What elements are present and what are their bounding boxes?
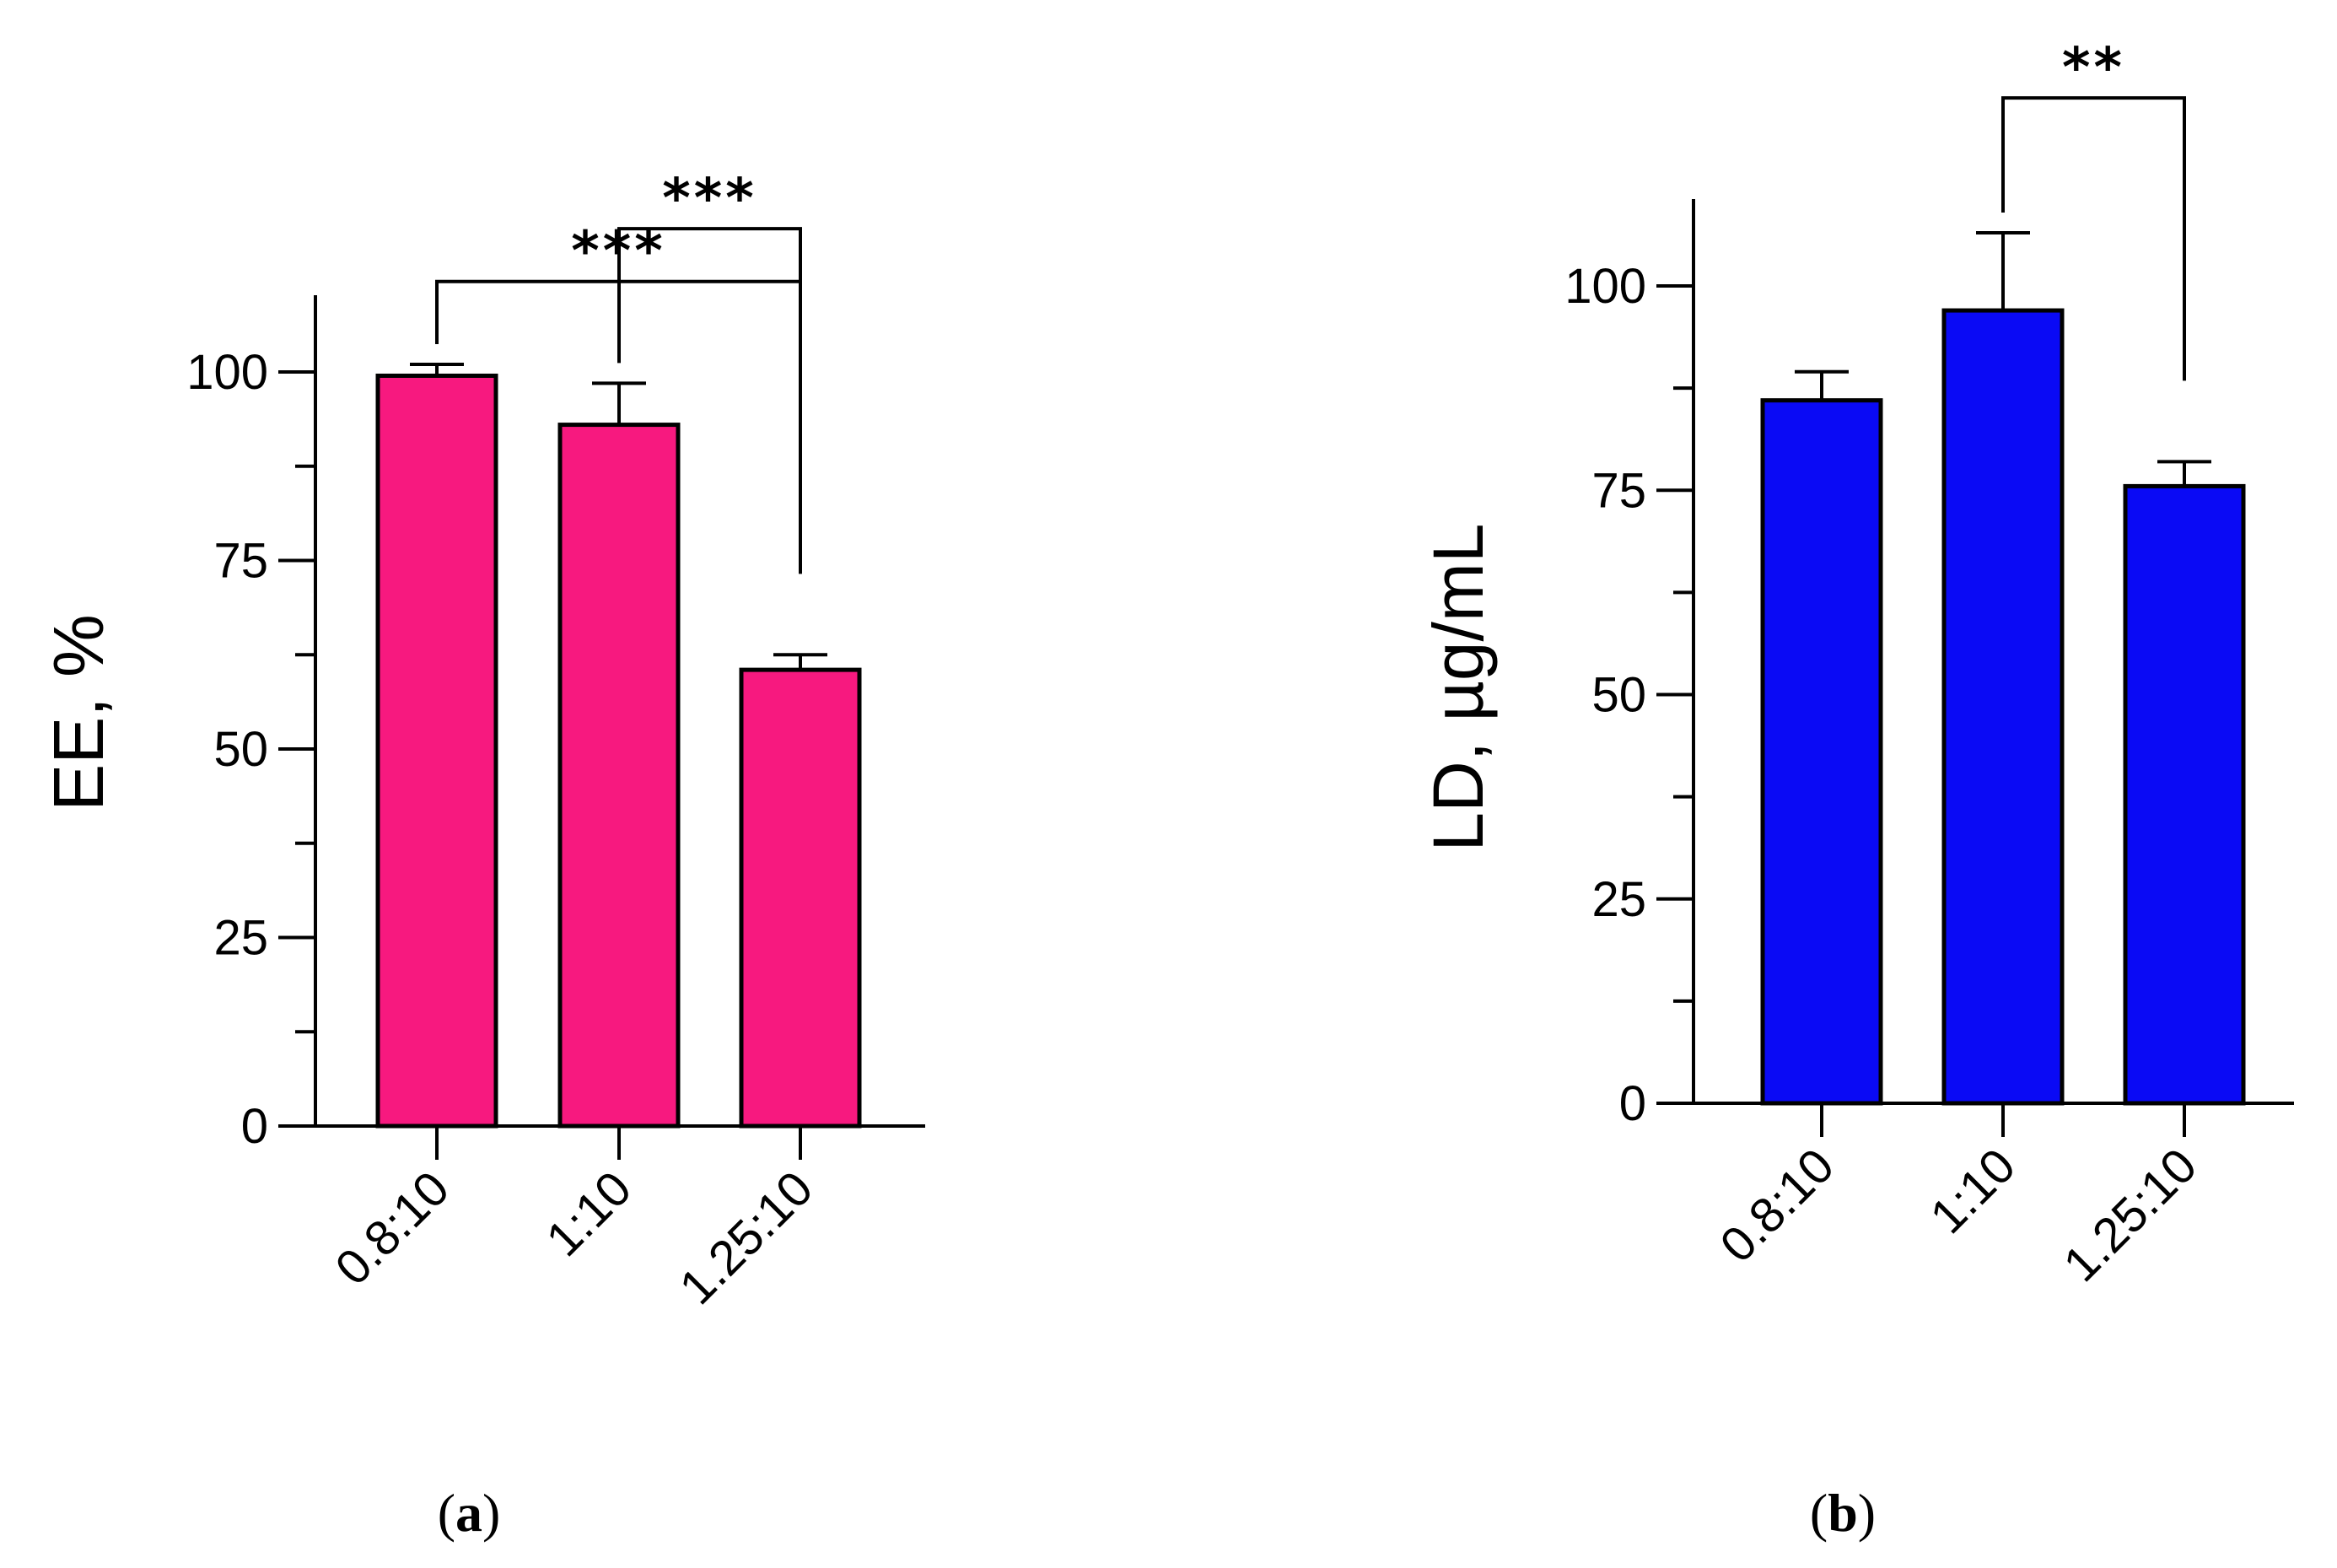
y-tick-label: 100 [1564, 259, 1646, 314]
chart-panel-b: 0 25 50 75 100 0.8:10 1:10 1.25:10 LD, µg/mL ** (b… [1419, 37, 2294, 1543]
significance-bracket [2001, 96, 2186, 381]
y-tick-label: 0 [1619, 1076, 1646, 1131]
y-tick-label: 25 [1591, 872, 1646, 927]
y-tick-label: 50 [213, 722, 268, 777]
bar-1.25:10 [739, 667, 862, 1129]
x-tick-label: 0.8:10 [1710, 1138, 1844, 1273]
bar-1:10 [1941, 308, 2065, 1106]
x-tick-label: 0.8:10 [325, 1161, 460, 1296]
x-tick-label: 1:10 [1920, 1138, 2026, 1244]
y-tick-label: 100 [186, 345, 268, 400]
significance-label: *** [571, 221, 665, 283]
y-tick-label: 75 [1591, 463, 1646, 518]
y-tick-label: 25 [213, 911, 268, 966]
y-axis-title: EE, % [39, 614, 118, 811]
bar-0.8:10 [1760, 398, 1883, 1106]
y-tick-label: 50 [1591, 668, 1646, 723]
significance-label: ** [2062, 37, 2125, 100]
panel-label: (b) [1810, 1483, 1876, 1543]
chart-panel-a: 0 25 50 75 100 0.8:10 1:10 1.25:10 EE, % ****** (a… [39, 168, 925, 1543]
panel-label: (a) [438, 1483, 501, 1543]
bar-1:10 [557, 423, 681, 1129]
y-tick-label: 0 [241, 1099, 268, 1154]
bar-1.25:10 [2123, 483, 2246, 1106]
x-tick-label: 1.25:10 [2053, 1138, 2207, 1292]
y-axis-title: LD, µg/mL [1419, 523, 1498, 851]
x-tick-label: 1:10 [536, 1161, 642, 1267]
significance-label: *** [662, 168, 757, 230]
bar-0.8:10 [375, 373, 498, 1129]
significance-bracket [617, 227, 802, 574]
y-tick-label: 75 [213, 534, 268, 589]
x-tick-label: 1.25:10 [669, 1161, 823, 1315]
